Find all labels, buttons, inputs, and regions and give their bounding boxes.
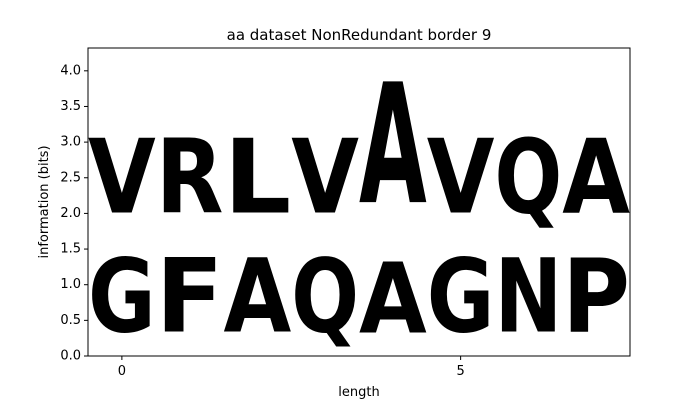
- logo-letter-a: A: [562, 119, 630, 237]
- logo-letter-g: G: [427, 237, 495, 356]
- logo-letter-f: F: [156, 237, 224, 355]
- y-tick-label: 0.0: [60, 349, 81, 364]
- logo-letter-n: N: [495, 237, 563, 355]
- logo-letter-l: L: [224, 117, 292, 237]
- chart-title: aa dataset NonRedundant border 9: [227, 26, 492, 44]
- logo-letter-a: A: [224, 238, 292, 356]
- y-tick-label: 2.5: [60, 170, 81, 185]
- logo-letter-a: A: [359, 242, 427, 356]
- x-axis-label: length: [338, 385, 379, 400]
- y-tick-label: 1.5: [60, 242, 81, 257]
- logo-letter-v: V: [88, 119, 156, 237]
- logo-letter-v: V: [291, 119, 359, 237]
- plot-frame: [87, 47, 631, 357]
- logo-letter-g: G: [88, 237, 156, 356]
- y-tick-label: 0.5: [60, 313, 81, 328]
- logo-letter-p: P: [562, 237, 630, 355]
- y-axis-label: information (bits): [37, 145, 52, 258]
- y-axis: 0.0 0.5 1.0 1.5 2.0 2.5 3.0 3.5 4.0: [60, 63, 88, 364]
- x-tick-label: 0: [118, 364, 126, 379]
- y-tick-label: 3.0: [60, 135, 81, 150]
- y-tick-label: 1.0: [60, 277, 81, 292]
- logo-letter-q: Q: [495, 118, 563, 237]
- logo-letter-v: V: [427, 119, 495, 237]
- logo-letter-r: R: [156, 117, 224, 237]
- x-tick-label: 5: [456, 364, 464, 379]
- y-tick-label: 3.5: [60, 99, 81, 114]
- logo-letter-a: A: [359, 50, 427, 243]
- logo-letter-q: Q: [291, 237, 359, 356]
- y-tick-label: 2.0: [60, 206, 81, 221]
- y-tick-label: 4.0: [60, 63, 81, 78]
